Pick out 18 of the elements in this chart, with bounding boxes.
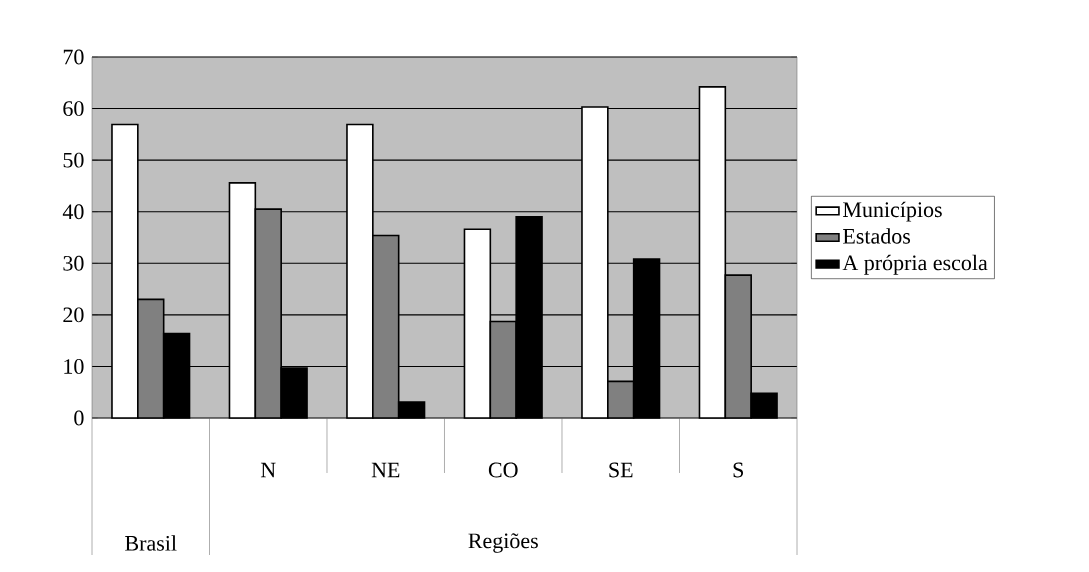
y-tick-label: 30 <box>63 255 84 271</box>
y-tick-label: 10 <box>64 359 84 374</box>
legend-label: Municípios <box>843 201 942 222</box>
x-tick-label: CO <box>488 462 518 478</box>
y-tick-label: 0 <box>74 410 84 426</box>
y-tick-label: 70 <box>63 49 84 65</box>
legend-label: A própria escola <box>842 254 988 275</box>
x-tick-label: NE <box>371 462 400 478</box>
y-tick-label: 40 <box>62 204 84 220</box>
y-tick-label: 20 <box>63 307 84 323</box>
x-tick-label: SE <box>609 462 633 478</box>
x-tick-label: S <box>733 462 744 478</box>
x-tick-label: N <box>260 462 276 478</box>
text: Regiões <box>468 533 538 553</box>
y-tick-label: 50 <box>63 152 84 168</box>
text: Brasil <box>125 535 177 551</box>
y-tick-label: 60 <box>63 101 84 116</box>
legend-label: Estados <box>843 228 911 244</box>
